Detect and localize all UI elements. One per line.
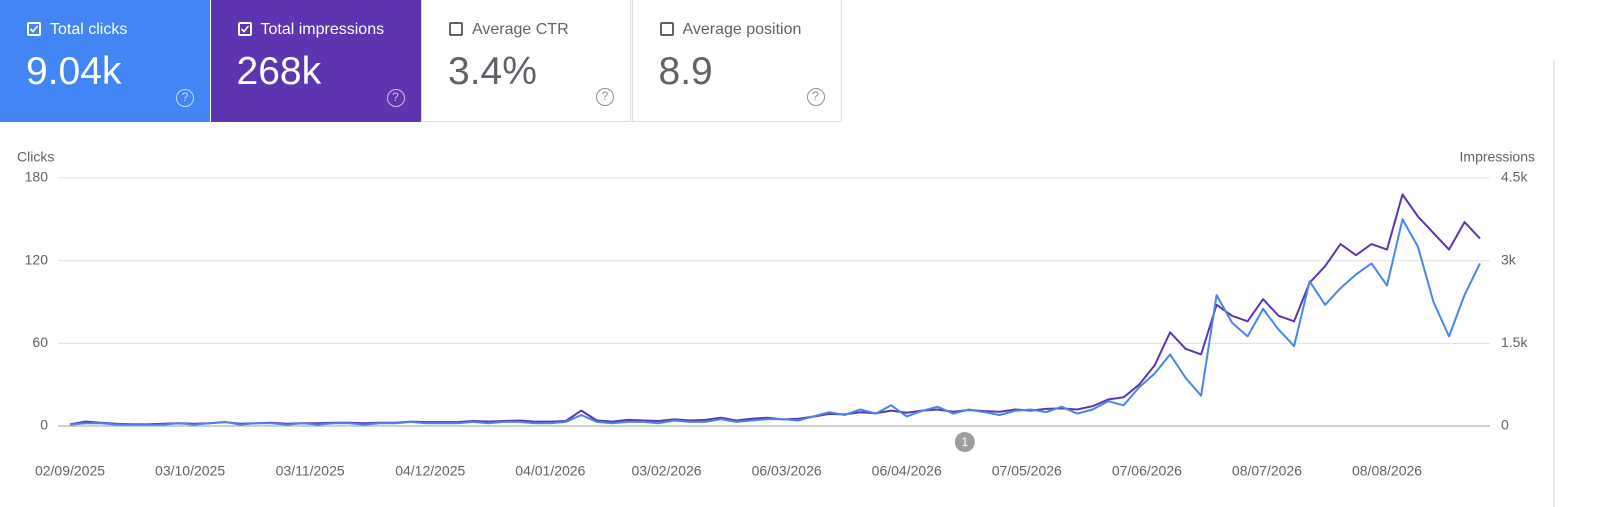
x-tick-label: 04/12/2025 xyxy=(395,463,465,479)
metric-value: 268k xyxy=(236,50,322,93)
y-tick-label: 180 xyxy=(25,169,49,185)
metric-value: 9.04k xyxy=(26,50,122,93)
metric-label: Average position xyxy=(682,21,802,38)
help-icon: ? xyxy=(806,88,825,106)
x-tick-label: 06/03/2026 xyxy=(752,463,822,479)
help-icon: ? xyxy=(386,89,405,107)
x-tick-label: 07/05/2026 xyxy=(992,463,1062,479)
checkbox xyxy=(237,22,252,36)
checkbox xyxy=(449,22,463,36)
x-tick-label: 02/09/2025 xyxy=(35,463,105,479)
annotation-label: 1 xyxy=(961,435,968,449)
x-tick-label: 08/08/2026 xyxy=(1352,463,1422,479)
help-icon: ? xyxy=(176,89,194,107)
y2-tick-label: 3k xyxy=(1501,251,1517,267)
y2-tick-label: 4.5k xyxy=(1501,169,1528,185)
series-line xyxy=(69,193,1481,426)
metric-label: Total clicks xyxy=(50,21,128,38)
y2-axis-title: Impressions xyxy=(1460,149,1535,165)
x-tick-label: 08/07/2026 xyxy=(1232,463,1302,479)
metric-value: 3.4% xyxy=(448,50,537,93)
help-icon: ? xyxy=(596,88,614,106)
metric-card[interactable]: Average CTR 3.4%? xyxy=(421,0,631,122)
annotation-marker xyxy=(954,432,975,452)
metric-card[interactable]: Total impressions 268k? xyxy=(210,0,421,122)
y2-tick-label: 1.5k xyxy=(1501,334,1528,350)
scrollbar xyxy=(1553,60,1555,507)
metric-label: Total impressions xyxy=(260,21,385,38)
metric-label: Average CTR xyxy=(472,21,569,38)
checkbox xyxy=(659,22,674,36)
checkbox xyxy=(27,22,41,36)
y-tick-label: 60 xyxy=(32,334,48,350)
x-tick-label: 03/10/2025 xyxy=(155,463,225,479)
x-tick-label: 07/06/2026 xyxy=(1112,463,1182,479)
x-tick-label: 03/11/2025 xyxy=(276,463,345,479)
x-tick-label: 06/04/2026 xyxy=(872,463,942,479)
metric-value: 8.9 xyxy=(658,50,713,93)
y2-tick-label: 0 xyxy=(1501,417,1509,433)
metric-card[interactable]: Total clicks 9.04k? xyxy=(0,0,210,122)
series-line xyxy=(69,218,1481,426)
x-tick-label: 04/01/2026 xyxy=(515,463,585,479)
x-tick-label: 03/02/2026 xyxy=(631,463,701,479)
y-axis-title: Clicks xyxy=(17,149,54,165)
y-tick-label: 120 xyxy=(25,251,49,267)
y-tick-label: 0 xyxy=(40,417,48,433)
metric-card[interactable]: Average position 8.9? xyxy=(631,0,842,122)
